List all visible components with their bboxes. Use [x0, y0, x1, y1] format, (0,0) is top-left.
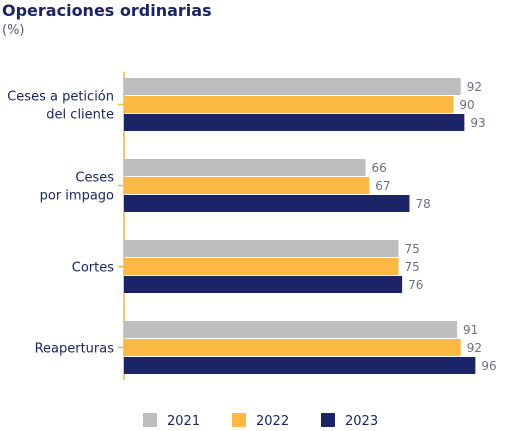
bar-2021: [124, 240, 399, 257]
category-label: Ceses: [75, 171, 114, 186]
bar-2023: [124, 195, 410, 212]
bar-2022: [124, 339, 461, 356]
data-label: 76: [408, 278, 423, 292]
legend-label: 2021: [167, 414, 200, 429]
chart-subtitle: (%): [2, 23, 25, 38]
category-label: del cliente: [46, 108, 114, 123]
legend-swatch-2022: [232, 413, 246, 427]
data-label: 92: [467, 341, 482, 355]
data-label: 90: [459, 98, 474, 112]
bar-2021: [124, 78, 461, 95]
legend-swatch-2021: [143, 413, 157, 427]
data-label: 96: [481, 359, 496, 373]
bar-2022: [124, 96, 454, 113]
data-label: 67: [375, 179, 390, 193]
bar-2021: [124, 159, 366, 176]
plot-area: Ceses a petición del cliente 92 90 93 Ceses po…: [7, 72, 497, 380]
data-label: 66: [372, 161, 387, 175]
bar-2023: [124, 276, 403, 293]
bar-2022: [124, 177, 370, 194]
bar-2021: [124, 321, 458, 338]
bar-2023: [124, 114, 465, 131]
legend-label: 2022: [256, 414, 289, 429]
legend: 2021 2022 2023: [143, 413, 378, 429]
category-label: Ceses a petición: [7, 90, 114, 105]
category-label: Cortes: [72, 261, 114, 276]
data-label: 75: [405, 242, 420, 256]
legend-swatch-2023: [321, 413, 335, 427]
data-label: 75: [405, 260, 420, 274]
category-label: Reaperturas: [35, 342, 115, 357]
chart-title: Operaciones ordinarias: [2, 1, 212, 20]
category-label: por impago: [40, 189, 114, 204]
data-label: 78: [415, 197, 430, 211]
legend-label: 2023: [345, 414, 378, 429]
bar-2022: [124, 258, 399, 275]
data-label: 92: [467, 80, 482, 94]
data-label: 93: [470, 116, 485, 130]
data-label: 91: [463, 323, 478, 337]
bar-2023: [124, 357, 476, 374]
